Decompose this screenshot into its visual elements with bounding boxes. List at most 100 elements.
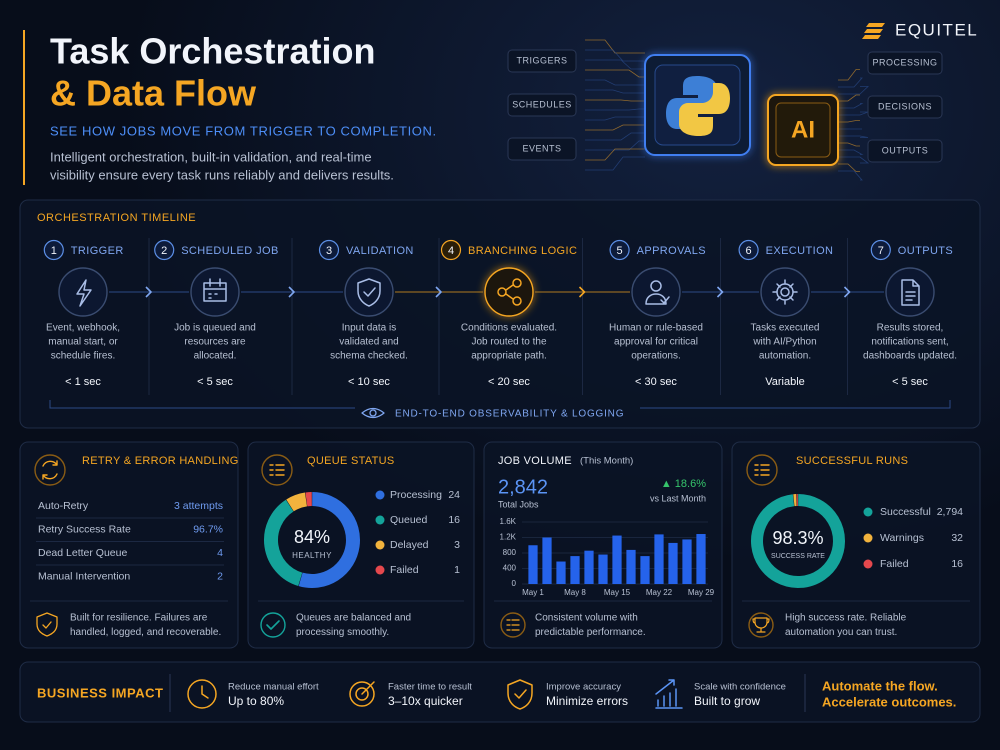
observability-line — [49, 400, 951, 409]
panel-note: automation you can trust. — [785, 627, 897, 638]
icon — [645, 280, 670, 305]
step-number-ring — [440, 239, 462, 261]
step-icon-ring — [484, 267, 534, 317]
step-number: 3 — [326, 245, 332, 257]
x-tick-label: May 8 — [564, 588, 586, 597]
legend-name: Failed — [390, 564, 419, 576]
flow-arrow — [435, 286, 443, 298]
icon — [497, 278, 522, 306]
step-number-ring — [870, 239, 891, 261]
hero-box — [507, 49, 577, 73]
bar — [640, 556, 650, 584]
change-label: vs Last Month — [650, 493, 706, 503]
bar — [612, 535, 622, 584]
legend-name: Successful — [880, 506, 931, 518]
step-number: 1 — [51, 245, 57, 257]
hero-label: DECISIONS — [878, 101, 932, 111]
hero-box — [507, 93, 577, 117]
row-value: 3 attempts — [174, 500, 223, 512]
circuit-line — [585, 49, 645, 62]
legend-dot — [375, 515, 385, 525]
icon — [36, 612, 58, 637]
y-tick-label: 0 — [512, 579, 517, 588]
brand-logo — [862, 35, 881, 39]
bar — [570, 556, 580, 584]
title: Task Orchestration — [50, 31, 375, 72]
circuit-line — [838, 156, 870, 164]
impact-item-title: Improve accuracy — [546, 682, 621, 693]
row-label: Dead Letter Queue — [38, 547, 127, 559]
row-label: Auto-Retry — [38, 500, 89, 512]
hero-box — [867, 51, 943, 75]
circuit-line — [838, 86, 870, 95]
step-number-ring — [609, 239, 630, 261]
y-tick-label: 1.6K — [500, 517, 517, 526]
x-tick-label: May 22 — [646, 588, 673, 597]
step-number: 7 — [878, 245, 884, 257]
circuit-line — [838, 94, 860, 102]
hero-box — [867, 95, 943, 119]
python-logo-blue — [666, 76, 717, 129]
step-description: Job is queued and — [174, 323, 256, 334]
circuit-line — [838, 120, 860, 123]
donut-segment — [286, 492, 308, 512]
donut-center: 84% — [294, 527, 330, 547]
row-value: 96.7% — [193, 523, 223, 535]
circuit-line — [838, 77, 863, 88]
panel-note: Built for resilience. Failures are — [70, 613, 208, 624]
step-time: < 30 sec — [635, 376, 677, 388]
step-number-ring — [154, 239, 175, 261]
icon — [752, 617, 770, 633]
legend-dot — [375, 490, 385, 500]
step-description: Tasks executed — [751, 323, 820, 334]
note-icon — [500, 612, 526, 638]
step-icon-ring — [760, 267, 810, 317]
circuit-line — [585, 148, 645, 161]
y-tick-label: 800 — [503, 548, 517, 557]
circuit-line — [838, 111, 869, 116]
step-title: SCHEDULED JOB — [181, 245, 279, 257]
impact-item-subtitle: 3–10x quicker — [388, 694, 463, 708]
panel-note: predictable performance. — [535, 627, 646, 638]
donut-label: HEALTHY — [292, 551, 332, 560]
impact-item-title: Faster time to result — [388, 682, 472, 693]
step-description: Job routed to the — [471, 337, 546, 348]
legend-value: 3 — [454, 539, 460, 551]
step-time: < 20 sec — [488, 376, 530, 388]
bar — [682, 539, 692, 584]
step-icon-ring — [58, 267, 108, 317]
step-time: Variable — [765, 376, 805, 388]
circuit-line — [585, 124, 645, 131]
step-description: allocated. — [194, 351, 237, 362]
panel-title: RETRY & ERROR HANDLING — [82, 455, 239, 467]
step-description: schedule fires. — [51, 351, 115, 362]
circuit-line — [838, 142, 860, 147]
hero-label: OUTPUTS — [882, 145, 929, 155]
impact-item-subtitle: Built to grow — [694, 694, 760, 708]
icon — [269, 464, 285, 476]
legend-dot — [375, 565, 385, 575]
circuit-line — [585, 116, 645, 121]
legend-name: Delayed — [390, 539, 429, 551]
step-icon-ring — [631, 267, 681, 317]
total-label: Total Jobs — [498, 499, 539, 509]
circuit-line — [585, 69, 645, 78]
title: & Data Flow — [50, 73, 257, 114]
step-number: 6 — [746, 245, 752, 257]
legend-value: 1 — [454, 564, 460, 576]
observability-label: END-TO-END OBSERVABILITY & LOGGING — [395, 409, 624, 420]
circuit-line — [838, 163, 860, 172]
x-tick-label: May 29 — [688, 588, 715, 597]
icon — [357, 278, 381, 307]
job-volume-panel — [483, 441, 723, 649]
step-description: schema checked. — [330, 351, 408, 362]
row-value: 2 — [217, 570, 223, 582]
step-title: EXECUTION — [766, 245, 834, 257]
icon — [506, 619, 520, 631]
legend-value: 24 — [448, 489, 460, 501]
legend-name: Failed — [880, 558, 909, 570]
icon — [507, 679, 533, 710]
bar — [668, 542, 678, 584]
legend-value: 16 — [448, 514, 460, 526]
note-icon — [748, 612, 774, 638]
